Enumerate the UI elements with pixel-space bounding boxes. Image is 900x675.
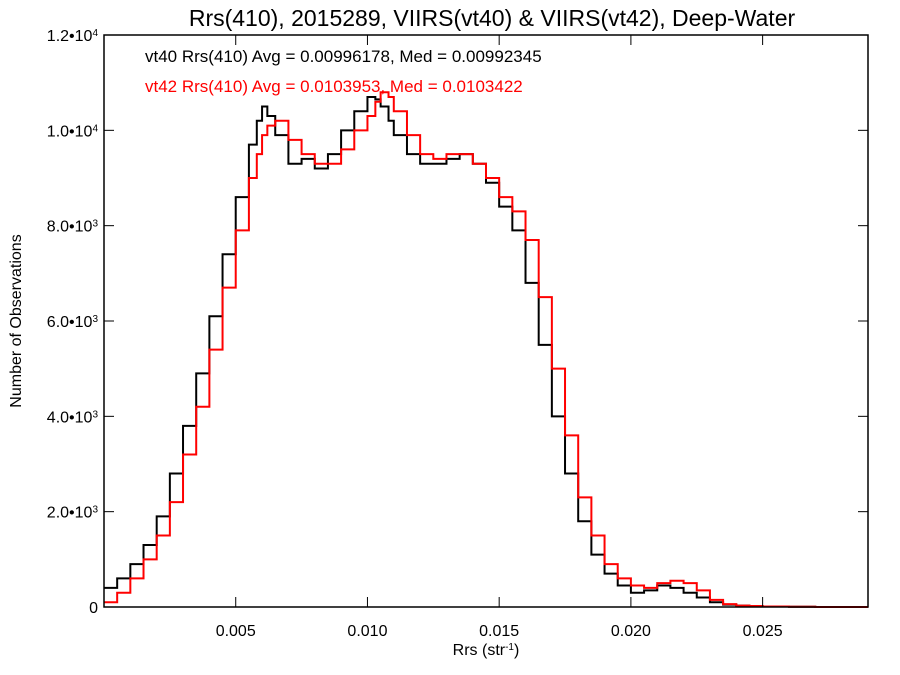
y-tick-label-6: 1.2•104 (47, 28, 99, 46)
y-axis-label: Number of Observations (8, 234, 25, 407)
x-axis-label-main: Rrs (str (453, 642, 506, 659)
plot-frame (103, 34, 869, 608)
series-line-0 (104, 95, 868, 608)
x-axis-label-end: ) (514, 642, 519, 659)
x-tick-label-3: 0.020 (611, 623, 651, 640)
y-tick-label-5: 1.0•104 (47, 123, 99, 141)
x-tick-label-4: 0.025 (743, 623, 783, 640)
annotation-vt40: vt40 Rrs(410) Avg = 0.00996178, Med = 0.… (145, 47, 542, 66)
x-axis-label-sup: -1 (505, 642, 514, 653)
series-line-1 (104, 91, 868, 608)
x-tick-label-2: 0.015 (479, 623, 519, 640)
plot-area (104, 91, 868, 608)
chart-title: Rrs(410), 2015289, VIIRS(vt40) & VIIRS(v… (189, 5, 796, 31)
y-axis: 0 2.0•103 4.0•103 6.0•103 8.0•103 1.0•104 1.2•… (47, 28, 868, 617)
y-tick-label-1: 2.0•103 (47, 504, 99, 522)
y-tick-label-4: 8.0•103 (47, 218, 99, 236)
x-axis: 0.005 0.010 0.015 0.020 0.025 (216, 35, 783, 640)
x-axis-label: Rrs (str-1) (453, 642, 520, 660)
y-tick-label-0: 0 (89, 600, 98, 617)
y-tick-label-2: 4.0•103 (47, 409, 99, 427)
y-tick-label-3: 6.0•103 (47, 314, 99, 332)
x-tick-label-0: 0.005 (216, 623, 256, 640)
annotation-vt42: vt42 Rrs(410) Avg = 0.0103953, Med = 0.0… (145, 77, 523, 96)
x-tick-label-1: 0.010 (347, 623, 387, 640)
